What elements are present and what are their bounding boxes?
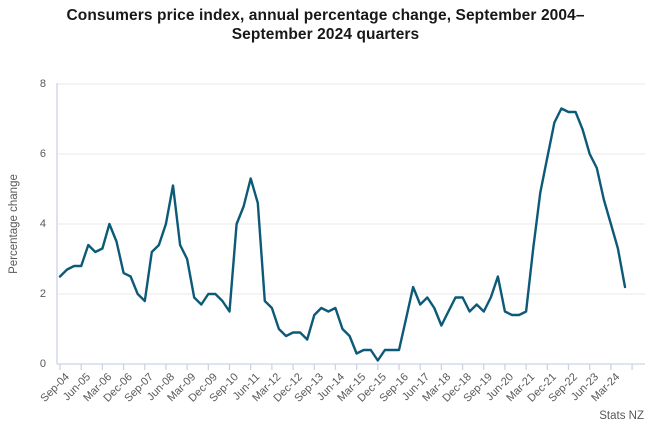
y-tick-label: 2 [39, 288, 46, 300]
y-tick-label: 6 [39, 148, 46, 160]
y-tick-label: 4 [39, 218, 46, 230]
chart-title: Consumers price index, annual percentage… [66, 7, 585, 43]
cpi-line-series [58, 107, 627, 362]
y-tick-label: 0 [39, 358, 46, 370]
y-tick-label: 8 [39, 78, 46, 90]
source-attribution: Stats NZ [599, 410, 644, 422]
